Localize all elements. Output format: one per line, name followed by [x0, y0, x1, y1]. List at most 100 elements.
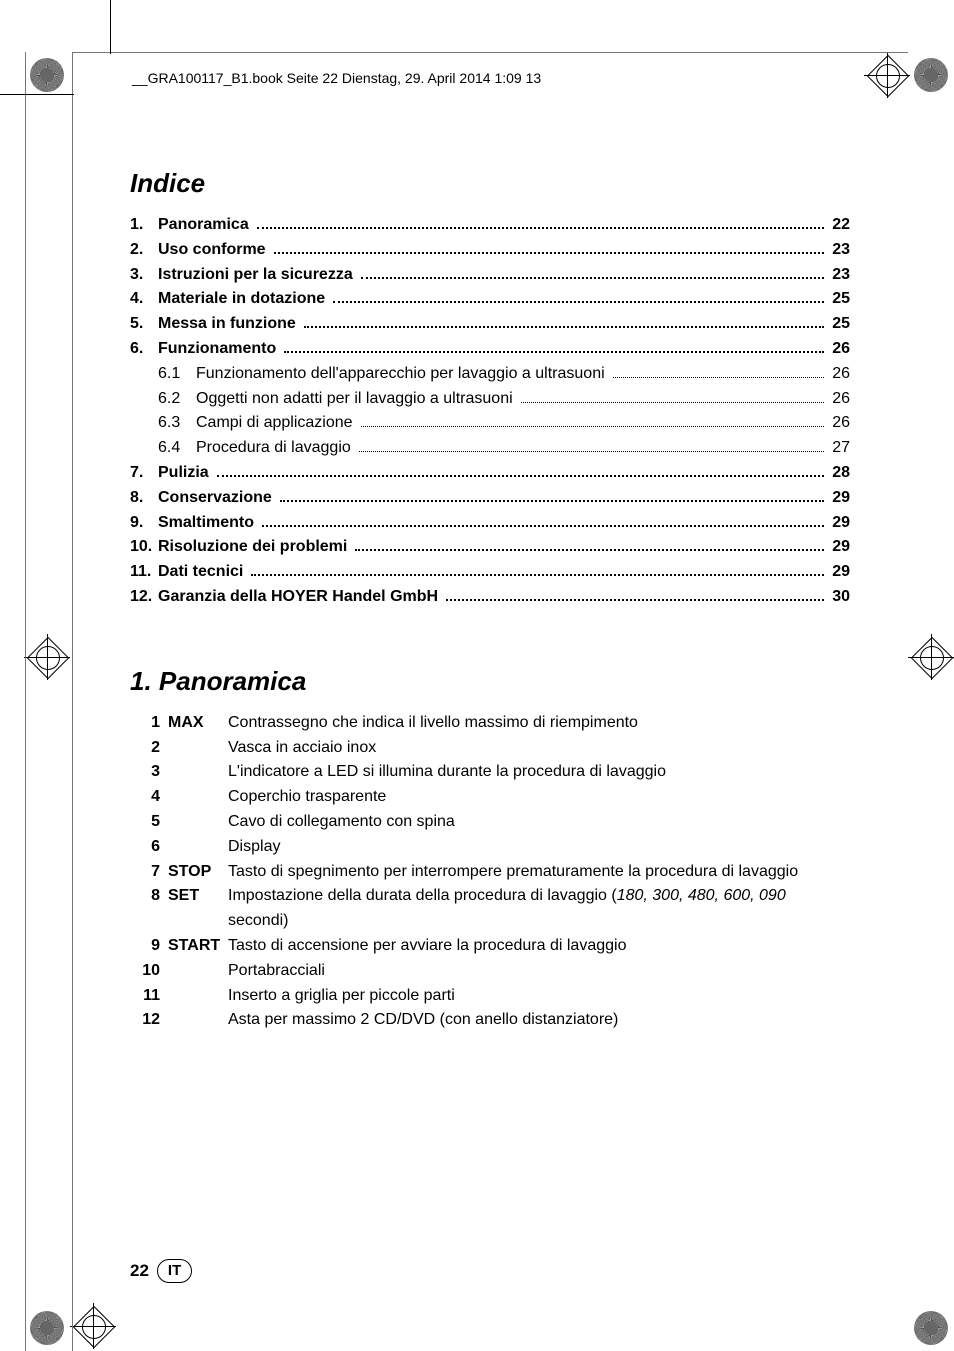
toc-page: 22: [828, 213, 850, 238]
item-number: 2: [130, 736, 168, 761]
toc-text: Campi di applicazione: [196, 411, 357, 436]
toc-leader-dots: [304, 316, 824, 328]
toc-row: 6.4Procedura di lavaggio27: [130, 436, 850, 461]
toc-number: 2.: [130, 238, 158, 263]
list-item: 2 Vasca in acciaio inox: [130, 736, 850, 761]
item-number: 5: [130, 810, 168, 835]
toc-row: 3.Istruzioni per la sicurezza23: [130, 263, 850, 288]
toc-text: Uso conforme: [158, 238, 270, 263]
list-item: 4Coperchio trasparente: [130, 785, 850, 810]
item-key: STOP: [168, 860, 228, 885]
item-description: Cavo di collegamento con spina: [228, 810, 850, 835]
toc-number: 7.: [130, 461, 158, 486]
toc-leader-dots: [446, 589, 824, 601]
toc-text: Dati tecnici: [158, 560, 247, 585]
toc-text: Garanzia della HOYER Handel GmbH: [158, 585, 442, 610]
toc-page: 27: [828, 436, 850, 461]
toc-page: 29: [828, 535, 850, 560]
toc-text: Risoluzione dei problemi: [158, 535, 351, 560]
toc-row: 6.2Oggetti non adatti per il lavaggio a …: [130, 387, 850, 412]
toc-number: 1.: [130, 213, 158, 238]
toc-leader-dots: [284, 341, 824, 353]
item-description: L'indicatore a LED si illumina durante l…: [228, 760, 850, 785]
toc-row: 9.Smaltimento 29: [130, 511, 850, 536]
registration-mark-icon: [914, 1311, 948, 1345]
toc-page: 25: [828, 312, 850, 337]
page: __GRA100117_B1.book Seite 22 Dienstag, 2…: [0, 0, 954, 1351]
item-number: 7: [130, 860, 168, 885]
content-area: Indice 1.Panoramica222.Uso conforme233.I…: [130, 168, 850, 1033]
toc-text: Smaltimento: [158, 511, 258, 536]
item-number: 8: [130, 884, 168, 909]
toc-leader-dots: [361, 416, 825, 427]
page-footer: 22 IT: [130, 1259, 192, 1283]
toc-row: 6.3Campi di applicazione26: [130, 411, 850, 436]
toc-subnumber: 6.1: [158, 362, 196, 387]
toc-text: Pulizia: [158, 461, 213, 486]
toc-number: 8.: [130, 486, 158, 511]
toc-number: 9.: [130, 511, 158, 536]
toc-text: Funzionamento: [158, 337, 280, 362]
toc-number: 5.: [130, 312, 158, 337]
list-item: 9STARTTasto di accensione per avviare la…: [130, 934, 850, 959]
item-number: 1: [130, 711, 168, 736]
toc-row: 11.Dati tecnici29: [130, 560, 850, 585]
item-description: Display: [228, 835, 850, 860]
toc-leader-dots: [280, 489, 824, 501]
crop-line: [72, 52, 73, 1351]
toc-subnumber: 6.3: [158, 411, 196, 436]
footer-lang-pill: IT: [157, 1259, 192, 1283]
list-item: 12Asta per massimo 2 CD/DVD (con anello …: [130, 1008, 850, 1033]
registration-mark-icon: [30, 1311, 64, 1345]
list-item: 1MAXContrassegno che indica il livello m…: [130, 711, 850, 736]
toc-text: Conservazione: [158, 486, 276, 511]
toc-row: 12.Garanzia della HOYER Handel GmbH30: [130, 585, 850, 610]
toc-text: Materiale in dotazione: [158, 287, 329, 312]
item-number: 11: [130, 984, 168, 1009]
toc-leader-dots: [262, 514, 824, 526]
cross-mark-icon: [76, 1309, 110, 1343]
list-item: 5 Cavo di collegamento con spina: [130, 810, 850, 835]
crop-line: [25, 52, 26, 1351]
list-item: 10Portabracciali: [130, 959, 850, 984]
toc-title: Indice: [130, 168, 850, 199]
item-description: Inserto a griglia per piccole parti: [228, 984, 850, 1009]
toc-text: Messa in funzione: [158, 312, 300, 337]
toc-number: 3.: [130, 263, 158, 288]
toc-number: 11.: [130, 560, 158, 585]
item-description: Impostazione della durata della procedur…: [228, 884, 850, 934]
toc-row: 2.Uso conforme23: [130, 238, 850, 263]
toc-row: 5.Messa in funzione 25: [130, 312, 850, 337]
section-1-title: 1. Panoramica: [130, 666, 850, 697]
item-number: 9: [130, 934, 168, 959]
toc-leader-dots: [361, 266, 824, 278]
list-item: 11 Inserto a griglia per piccole parti: [130, 984, 850, 1009]
item-description-italic: 180, 300, 480, 600, 090: [617, 887, 786, 904]
toc-subnumber: 6.2: [158, 387, 196, 412]
toc-leader-dots: [359, 441, 824, 452]
list-item: 3 L'indicatore a LED si illumina durante …: [130, 760, 850, 785]
toc-leader-dots: [257, 217, 824, 229]
toc-page: 23: [828, 263, 850, 288]
item-number: 3: [130, 760, 168, 785]
toc-text: Oggetti non adatti per il lavaggio a ult…: [196, 387, 517, 412]
toc-page: 29: [828, 511, 850, 536]
toc-text: Funzionamento dell'apparecchio per lavag…: [196, 362, 609, 387]
toc-page: 29: [828, 486, 850, 511]
crop-line: [110, 0, 111, 54]
item-number: 10: [130, 959, 168, 984]
list-item: 7STOPTasto di spegnimento per interrompe…: [130, 860, 850, 885]
toc-page: 25: [828, 287, 850, 312]
toc-text: Procedura di lavaggio: [196, 436, 355, 461]
toc-leader-dots: [521, 391, 825, 402]
toc-page: 26: [828, 337, 850, 362]
item-description: Vasca in acciaio inox: [228, 736, 850, 761]
toc-row: 6.1Funzionamento dell'apparecchio per la…: [130, 362, 850, 387]
toc-leader-dots: [613, 366, 825, 377]
toc-page: 26: [828, 362, 850, 387]
registration-mark-icon: [914, 58, 948, 92]
panoramica-section: 1. Panoramica 1MAXContrassegno che indic…: [130, 666, 850, 1033]
cross-mark-icon: [914, 640, 948, 674]
toc-row: 6.Funzionamento26: [130, 337, 850, 362]
item-number: 6: [130, 835, 168, 860]
